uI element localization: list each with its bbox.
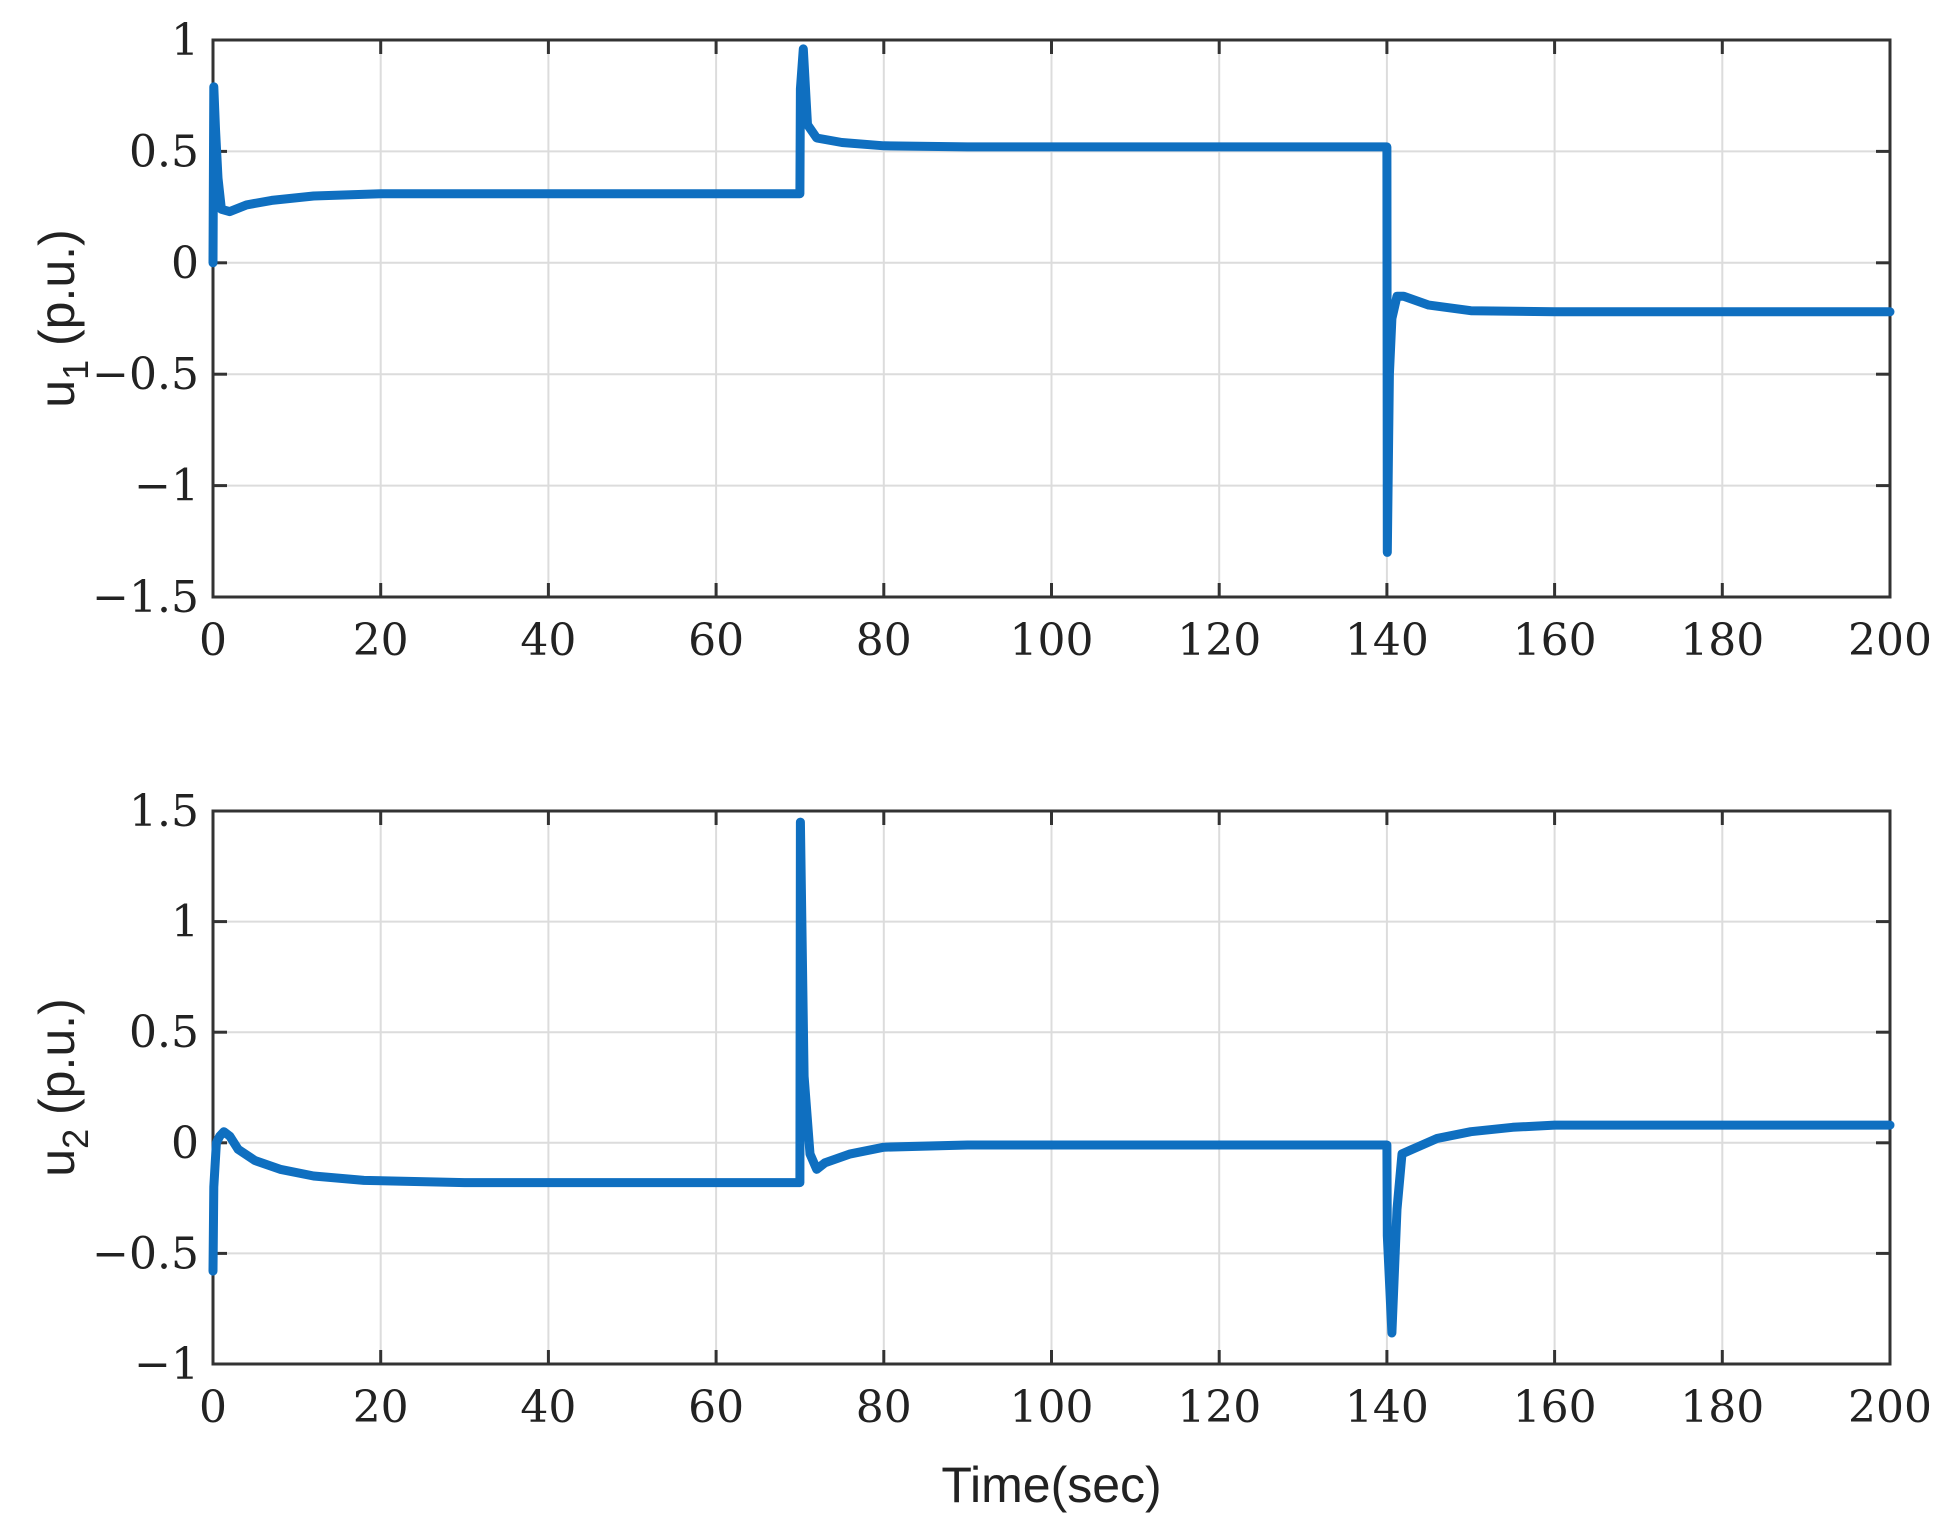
x-tick-label: 60 — [688, 615, 744, 666]
x-tick-label: 120 — [1177, 1382, 1261, 1433]
x-tick-label: 200 — [1848, 615, 1932, 666]
y-tick-label: −0.5 — [92, 1228, 199, 1279]
x-tick-label: 160 — [1513, 615, 1597, 666]
x-tick-label: 180 — [1680, 615, 1764, 666]
y-tick-labels: −1 −0.5 0 0.5 1 1.5 — [92, 786, 199, 1390]
axis-ticks — [211, 809, 1892, 1366]
y-tick-label: 1 — [171, 15, 199, 66]
x-tick-label: 180 — [1680, 1382, 1764, 1433]
chart-panel-u2: 0 20 40 60 80 100 120 140 160 180 200 −1 −0.5 0 0.5 1 1… — [29, 786, 1932, 1513]
x-tick-label: 100 — [1010, 1382, 1094, 1433]
x-tick-label: 0 — [199, 1382, 227, 1433]
chart-panel-u1: 0 20 40 60 80 100 120 140 160 180 200 −1.5−1−0.500… — [29, 15, 1932, 666]
y-tick-label: −1.5 — [92, 572, 199, 623]
x-tick-label: 20 — [353, 615, 409, 666]
x-tick-labels: 0 20 40 60 80 100 120 140 160 180 200 — [199, 615, 1932, 666]
y-tick-label: 0 — [171, 238, 199, 289]
y-tick-label: −1 — [134, 1339, 199, 1390]
x-tick-label: 120 — [1177, 615, 1261, 666]
x-tick-label: 140 — [1345, 615, 1429, 666]
y-tick-label: 0.5 — [129, 126, 199, 177]
x-tick-label: 160 — [1513, 1382, 1597, 1433]
y-tick-label: 1.5 — [129, 786, 199, 837]
y-axis-label-symbol: u — [29, 1149, 85, 1177]
x-tick-label: 60 — [688, 1382, 744, 1433]
y-axis-label-unit: (p.u.) — [29, 229, 85, 360]
x-tick-label: 80 — [856, 615, 912, 666]
y-axis-label-subscript: 1 — [55, 360, 96, 380]
x-tick-label: 80 — [856, 1382, 912, 1433]
y-axis-label-symbol: u — [29, 380, 85, 408]
x-tick-label: 200 — [1848, 1382, 1932, 1433]
y-tick-labels: −1.5 −1 −0.5 0 0.5 1 — [92, 15, 199, 623]
y-tick-label: −1 — [134, 461, 199, 512]
y-axis-label: u1 (p.u.) — [29, 229, 96, 407]
y-tick-label: −0.5 — [92, 349, 199, 400]
x-axis-label: Time(sec) — [941, 1457, 1161, 1513]
series-line-u1 — [208, 44, 1895, 557]
y-tick-label: 1 — [171, 897, 199, 948]
x-tick-label: 100 — [1010, 615, 1094, 666]
x-tick-label: 140 — [1345, 1382, 1429, 1433]
y-tick-label: 0.5 — [129, 1007, 199, 1058]
x-tick-label: 0 — [199, 615, 227, 666]
y-axis-label-subscript: 2 — [55, 1129, 96, 1149]
y-axis-label-unit: (p.u.) — [29, 998, 85, 1129]
y-axis-label: u2 (p.u.) — [29, 998, 96, 1176]
x-tick-labels: 0 20 40 60 80 100 120 140 160 180 200 — [199, 1382, 1932, 1433]
axis-ticks — [211, 38, 1892, 599]
y-tick-label: 0 — [171, 1118, 199, 1169]
x-tick-label: 20 — [353, 1382, 409, 1433]
x-tick-label: 40 — [520, 1382, 576, 1433]
series-line-u2 — [208, 817, 1895, 1338]
x-tick-label: 40 — [520, 615, 576, 666]
